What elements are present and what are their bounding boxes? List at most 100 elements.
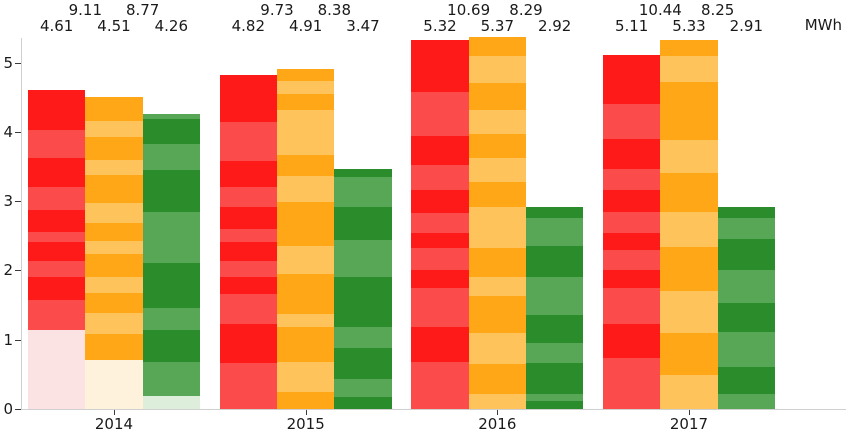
bar-segment — [411, 326, 469, 362]
bar-segment — [468, 363, 526, 395]
bar-segment — [142, 143, 200, 170]
bar-segment — [28, 277, 86, 300]
pair-sum-label: 8.38 — [317, 1, 352, 19]
bar-segment — [334, 239, 392, 277]
pair-sum-label: 8.77 — [125, 1, 160, 19]
bar-segment — [28, 330, 86, 409]
bar-segment — [219, 160, 277, 187]
bar-segment — [468, 36, 526, 56]
bar-segment — [660, 333, 718, 376]
bar-segment — [85, 253, 143, 277]
pair-sum-label: 10.69 — [447, 1, 491, 19]
bar-segment — [277, 201, 335, 247]
bar-total-label: 5.33 — [672, 17, 706, 35]
bar-segment — [717, 366, 775, 394]
bar-segment — [525, 218, 584, 247]
bar-segment — [85, 293, 143, 314]
bar-segment — [468, 394, 526, 409]
bar-segment — [468, 182, 526, 208]
bar-segment — [603, 324, 661, 359]
bar-segment — [468, 332, 526, 364]
bar-total-label: 3.47 — [346, 17, 380, 35]
bar-total-label: 2.92 — [537, 17, 572, 35]
bar-segment — [660, 375, 718, 409]
bar-segment — [219, 75, 277, 123]
bar-segment — [468, 296, 526, 333]
bar-segment — [85, 137, 143, 160]
bar-segment — [411, 91, 469, 137]
bar-segment — [660, 140, 718, 174]
bar-segment — [468, 55, 526, 84]
bar-segment — [468, 207, 526, 248]
bar-segment — [411, 269, 469, 289]
y-tick-mark — [15, 270, 21, 272]
bar-segment — [660, 246, 718, 291]
bar-segment — [219, 260, 277, 278]
bar-segment — [411, 248, 469, 270]
bar-segment — [468, 277, 526, 297]
y-axis-spine — [21, 38, 22, 410]
x-axis-spine — [21, 409, 846, 410]
bar-segment — [411, 212, 469, 234]
x-tick-label: 2015 — [286, 415, 325, 433]
bar-segment — [219, 293, 277, 324]
bar-segment — [334, 206, 392, 240]
bar-total-label: 5.11 — [614, 17, 649, 35]
y-tick-mark — [15, 131, 21, 133]
bar-segment — [142, 330, 200, 362]
x-tick-mark — [113, 410, 115, 415]
bar-segment — [85, 202, 143, 224]
bar-segment — [603, 233, 661, 251]
bar-segment — [468, 157, 526, 183]
pair-sum-label: 8.29 — [509, 1, 543, 19]
bar-segment — [603, 104, 661, 139]
bar-segment — [28, 232, 86, 243]
bar-segment — [603, 190, 661, 213]
bar-segment — [219, 228, 277, 243]
bar-segment — [468, 83, 526, 110]
x-tick-mark — [688, 410, 690, 415]
bar-segment — [277, 93, 335, 111]
bar-segment — [85, 359, 143, 409]
bar-total-label: 5.32 — [423, 17, 457, 35]
bar-segment — [219, 186, 277, 207]
bar-segment — [660, 39, 718, 57]
bar-segment — [28, 89, 86, 130]
bar-segment — [28, 210, 86, 233]
bar-segment — [603, 250, 661, 270]
bar-segment — [219, 122, 277, 161]
bar-segment — [525, 246, 584, 278]
x-tick-label: 2017 — [669, 415, 709, 433]
bar-total-label: 2.91 — [729, 17, 764, 35]
bar-segment — [525, 363, 584, 394]
bar-segment — [334, 326, 392, 349]
bar-segment — [85, 174, 143, 203]
x-tick-mark — [497, 410, 499, 415]
bar-segment — [334, 176, 392, 207]
bar-segment — [142, 307, 200, 330]
bar-segment — [219, 242, 277, 261]
bar-segment — [334, 168, 392, 177]
bar-segment — [411, 165, 469, 191]
y-tick-label: 1 — [3, 330, 13, 349]
bar-segment — [277, 68, 335, 81]
bar-segment — [277, 392, 335, 409]
bar-segment — [603, 358, 661, 409]
bar-segment — [85, 313, 143, 335]
bar-segment — [277, 273, 335, 315]
bar-segment — [525, 343, 584, 364]
bar-segment — [277, 110, 335, 156]
bar-segment — [660, 212, 718, 247]
bar-segment — [603, 269, 661, 289]
bar-segment — [468, 109, 526, 134]
bar-segment — [411, 288, 469, 327]
bar-segment — [219, 206, 277, 229]
bar-segment — [525, 314, 584, 344]
bar-segment — [277, 361, 335, 393]
bar-segment — [28, 186, 86, 211]
bar-segment — [142, 119, 200, 144]
bar-segment — [85, 223, 143, 242]
bar-segment — [468, 247, 526, 278]
bar-segment — [219, 323, 277, 364]
